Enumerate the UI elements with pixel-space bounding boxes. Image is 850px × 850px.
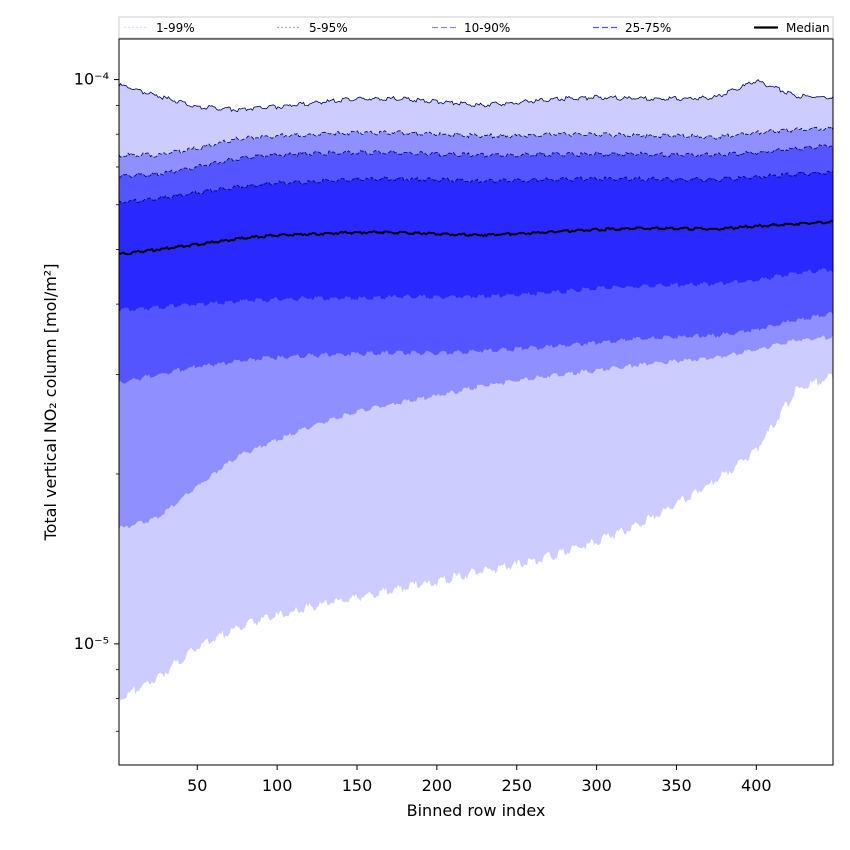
band-25-75% [119,171,833,312]
legend-label: Median [786,21,830,35]
x-tick-label: 50 [187,776,207,795]
legend-label: 5-95% [309,21,348,35]
y-axis-label: Total vertical NO₂ column [mol/m²] [41,264,60,542]
y-axis-ticks: 10⁻⁵ 10⁻⁴ [74,70,119,732]
band-upper-edge-1-99% [118,79,834,113]
band-upper-edge-25-75% [118,170,834,206]
y-tick-label: 10⁻⁴ [74,70,109,89]
plot-frame [118,38,834,766]
x-tick-label: 400 [741,776,772,795]
x-tick-label: 100 [262,776,293,795]
x-tick-label: 350 [661,776,692,795]
chart-bands [118,79,834,701]
median-series [118,219,834,256]
legend: 1-99% 5-95% 10-90% 25-75% Median [118,16,834,39]
legend-label: 10-90% [464,21,510,35]
x-tick-label: 300 [581,776,612,795]
x-tick-label: 200 [422,776,453,795]
x-axis-ticks: 50 100 150 200 250 300 350 400 [187,765,772,795]
legend-label: 25-75% [625,21,671,35]
x-tick-label: 250 [501,776,532,795]
x-tick-label: 150 [342,776,373,795]
legend-box [118,16,834,39]
x-axis-label: Binned row index [407,801,546,820]
band-upper-edge-10-90% [118,144,834,178]
legend-label: 1-99% [156,21,195,35]
band-upper-edge-5-95% [118,125,834,158]
y-tick-label: 10⁻⁵ [74,634,109,653]
median-line [118,219,834,256]
